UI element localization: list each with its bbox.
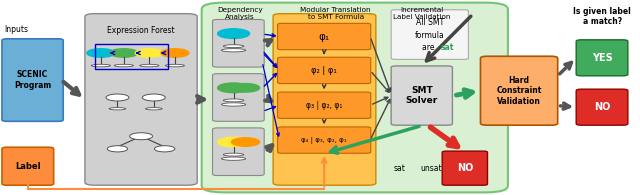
Text: formula: formula [415,31,445,40]
Circle shape [129,133,152,140]
Text: Is given label
a match?: Is given label a match? [573,6,631,26]
Text: Label: Label [15,162,40,171]
FancyBboxPatch shape [442,151,488,185]
FancyBboxPatch shape [278,92,371,118]
Text: Hard
Constraint
Validation: Hard Constraint Validation [497,76,542,106]
Ellipse shape [223,99,244,102]
FancyBboxPatch shape [576,40,628,76]
FancyBboxPatch shape [202,3,508,192]
Ellipse shape [140,64,159,67]
Circle shape [108,146,127,152]
Circle shape [218,137,250,147]
FancyBboxPatch shape [391,10,468,59]
FancyBboxPatch shape [2,147,54,185]
Ellipse shape [221,103,246,106]
FancyBboxPatch shape [278,57,371,84]
Ellipse shape [221,157,246,160]
Text: φ₂ | φ₁: φ₂ | φ₁ [311,66,337,75]
Ellipse shape [221,49,246,52]
Text: All SMT: All SMT [416,18,444,27]
FancyBboxPatch shape [2,39,63,121]
Text: Modular Translation
to SMT Formula: Modular Translation to SMT Formula [300,7,371,20]
Circle shape [154,146,175,152]
Ellipse shape [115,64,133,67]
Text: Expression Forest: Expression Forest [108,26,175,35]
FancyBboxPatch shape [212,128,264,176]
Circle shape [218,83,250,93]
Text: SMT
Solver: SMT Solver [406,86,438,105]
Ellipse shape [223,45,244,48]
Text: φ₄ | φ₃, φ₂, φ₁: φ₄ | φ₃, φ₂, φ₁ [301,136,347,144]
FancyBboxPatch shape [212,20,264,67]
Circle shape [135,49,163,57]
Text: Inputs: Inputs [4,25,28,34]
Circle shape [142,94,165,101]
FancyBboxPatch shape [278,127,371,153]
Text: NO: NO [457,163,473,173]
FancyBboxPatch shape [576,89,628,125]
Text: are: are [422,43,437,52]
Text: unsat: unsat [420,164,442,173]
Text: sat: sat [394,164,405,173]
Ellipse shape [165,64,184,67]
Circle shape [232,84,260,92]
Ellipse shape [145,108,162,110]
FancyBboxPatch shape [391,66,452,125]
FancyBboxPatch shape [481,56,557,125]
Text: φ₃ | φ₂, φ₁: φ₃ | φ₂, φ₁ [306,101,342,110]
Circle shape [232,138,260,146]
Circle shape [106,94,129,101]
Text: sat: sat [440,43,454,52]
Text: YES: YES [591,53,612,63]
Text: SCENIC
Program: SCENIC Program [14,70,51,90]
Circle shape [110,49,138,57]
Circle shape [218,29,250,38]
Circle shape [87,49,115,57]
Ellipse shape [223,153,244,156]
FancyBboxPatch shape [85,14,197,185]
Text: φ₁: φ₁ [319,32,330,42]
FancyBboxPatch shape [212,74,264,121]
Text: Dependency
Analysis: Dependency Analysis [217,7,263,20]
FancyBboxPatch shape [273,14,376,185]
Ellipse shape [109,108,125,110]
FancyBboxPatch shape [278,23,371,50]
Text: Incremental
Label Validation: Incremental Label Validation [393,7,451,20]
Ellipse shape [92,64,111,67]
Text: NO: NO [594,102,610,112]
Circle shape [161,49,189,57]
